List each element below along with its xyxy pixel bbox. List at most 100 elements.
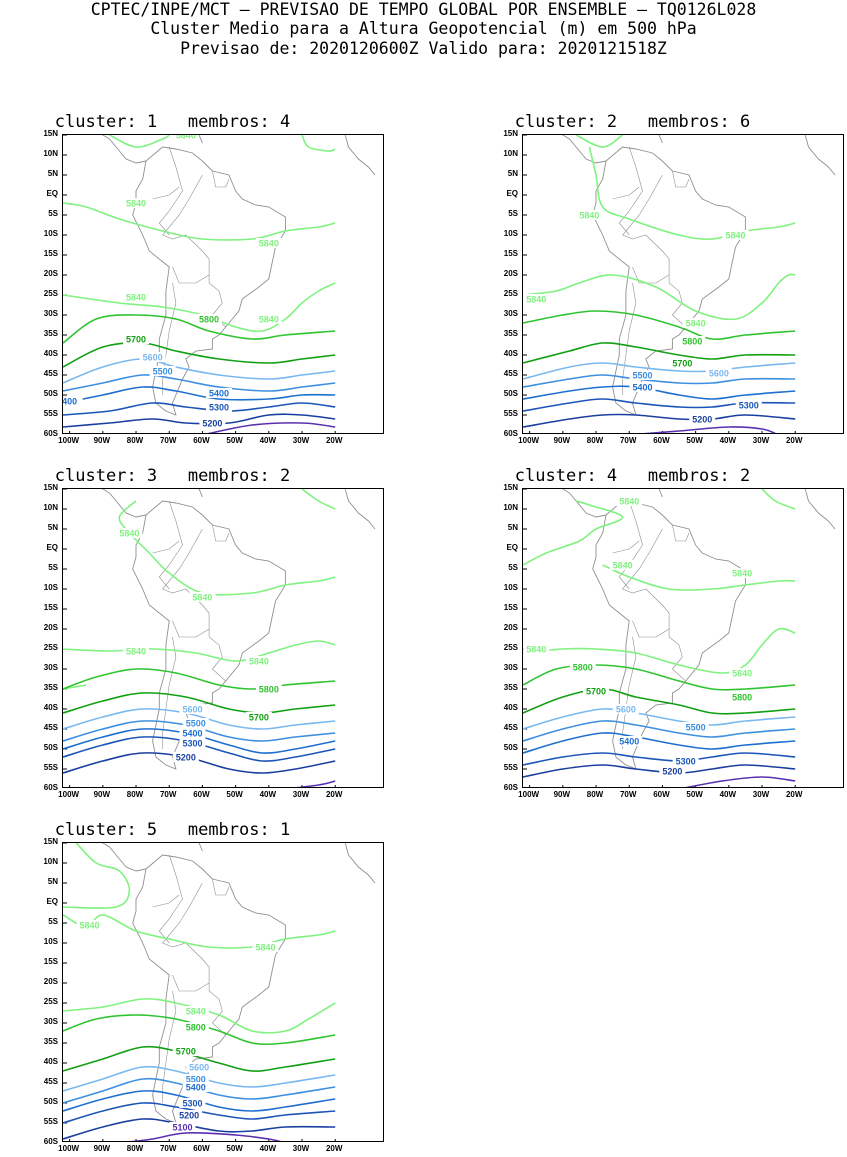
contour-label-bg bbox=[689, 414, 716, 424]
contour-label: 5800 bbox=[682, 337, 702, 347]
coastline bbox=[592, 146, 746, 416]
contour-5200 bbox=[523, 413, 796, 428]
contour-5200 bbox=[63, 752, 336, 774]
lon-tick-label: 90W bbox=[553, 790, 571, 799]
contour-5840 bbox=[761, 489, 796, 510]
country-border bbox=[152, 540, 180, 554]
contour-label-bg bbox=[672, 756, 699, 766]
contour-label: 5600 bbox=[616, 705, 636, 715]
lat-tick-label: 30S bbox=[43, 309, 58, 318]
lat-tick-label: 15S bbox=[503, 249, 518, 258]
contour-label-bg bbox=[123, 198, 150, 208]
contour-5800 bbox=[523, 664, 796, 691]
lat-tick-label: 5N bbox=[47, 877, 58, 886]
contour-label-bg bbox=[186, 1062, 213, 1072]
geopotential-map: 5840 5840 5840 5840 5800 5700 5600 5500 5400 5300… bbox=[62, 488, 384, 788]
lat-tick-label: 15N bbox=[43, 483, 58, 492]
lat-tick-label: 50S bbox=[503, 743, 518, 752]
contour-label-bg bbox=[679, 336, 706, 346]
lat-tick-label: 20S bbox=[43, 977, 58, 986]
contour-label: 5400 bbox=[209, 389, 229, 399]
contour-label-bg bbox=[76, 920, 103, 930]
cluster-panel-4: cluster: 4 membros: 2 15N 10N 5N EQ 5S 10S 15S 2… bbox=[460, 466, 844, 799]
contour-label-bg bbox=[583, 686, 610, 696]
coastline bbox=[198, 843, 203, 852]
lat-tick-label: 5N bbox=[507, 169, 518, 178]
contour-5300 bbox=[523, 752, 796, 766]
lon-tick-label: 100W bbox=[58, 790, 80, 799]
contour-5700 bbox=[523, 342, 796, 364]
lon-tick-label: 50W bbox=[686, 790, 703, 799]
contour-label: 5840 bbox=[255, 943, 275, 953]
lat-tick-label: EQ bbox=[46, 189, 58, 198]
contour-label-bg bbox=[172, 1046, 199, 1056]
contour-label-bg bbox=[169, 1122, 196, 1132]
contour-label: 5600 bbox=[182, 705, 202, 715]
contour-5400 bbox=[523, 732, 796, 754]
country-border bbox=[618, 500, 643, 590]
contour-label-bg bbox=[629, 370, 656, 380]
contour-label-bg bbox=[189, 592, 216, 602]
contour-label-bg bbox=[179, 704, 206, 714]
contour-label-bg bbox=[729, 692, 756, 702]
lat-tick-label: 40S bbox=[43, 1057, 58, 1066]
lat-tick-label: 10N bbox=[503, 503, 518, 512]
lat-tick-label: 50S bbox=[43, 743, 58, 752]
lat-tick-label: 40S bbox=[43, 349, 58, 358]
lon-tick-label: 40W bbox=[259, 436, 277, 445]
lon-tick-label: 20W bbox=[785, 790, 803, 799]
map-canvas: 5840 5840 5840 5840 5840 5800 5700 5600 5500 5400… bbox=[63, 135, 376, 433]
contour-5840 bbox=[523, 627, 796, 674]
lat-tick-label: 30S bbox=[503, 663, 518, 672]
contour-5700 bbox=[523, 688, 796, 715]
cluster-panel-5: cluster: 5 membros: 1 15N 10N 5N EQ 5S 10S 15S 2… bbox=[0, 820, 384, 1153]
lat-tick-label: 10N bbox=[43, 857, 58, 866]
contour-5840 bbox=[63, 202, 336, 241]
contour-5700 bbox=[63, 692, 336, 714]
contour-label: 5400 bbox=[186, 1083, 206, 1093]
lat-tick-label: 30S bbox=[43, 663, 58, 672]
contour-label-bg bbox=[149, 366, 176, 376]
lat-tick-label: EQ bbox=[46, 897, 58, 906]
country-border bbox=[162, 636, 177, 749]
lat-tick-label: 10N bbox=[503, 149, 518, 158]
lat-tick-label: 15S bbox=[43, 957, 58, 966]
lat-tick-label: 40S bbox=[503, 349, 518, 358]
contour-label: 5300 bbox=[182, 1099, 202, 1109]
country-border bbox=[622, 528, 686, 682]
contour-label: 5600 bbox=[709, 369, 729, 379]
lon-tick-label: 70W bbox=[619, 790, 637, 799]
lon-tick-label: 90W bbox=[93, 1144, 111, 1153]
contour-5600 bbox=[523, 362, 796, 380]
contour-label-bg bbox=[576, 210, 603, 220]
geopotential-map: 5840 5840 5840 5840 5840 5800 5700 5600 5500 5400… bbox=[62, 134, 384, 434]
country-border bbox=[618, 146, 643, 236]
contour-5840 bbox=[301, 489, 336, 510]
lat-tick-label: 10S bbox=[503, 229, 518, 238]
country-border bbox=[162, 990, 177, 1103]
country-border bbox=[672, 524, 690, 542]
contour-5500 bbox=[63, 374, 336, 392]
lat-tick-label: 25S bbox=[503, 289, 518, 298]
contour-label: 5840 bbox=[259, 239, 279, 249]
contour-label: 5100 bbox=[172, 1123, 192, 1133]
contour-label: 5840 bbox=[526, 645, 546, 655]
contour-label: 5840 bbox=[126, 293, 146, 303]
coastline bbox=[592, 500, 746, 770]
contour-label-bg bbox=[172, 135, 199, 140]
contour-5800 bbox=[63, 668, 336, 690]
lon-tick-label: 60W bbox=[193, 436, 210, 445]
coastline bbox=[101, 843, 147, 872]
lat-tick-label: 10S bbox=[503, 583, 518, 592]
contour-label-bg bbox=[729, 568, 756, 578]
lat-tick-label: 60S bbox=[43, 429, 58, 438]
contour-label-bg bbox=[682, 722, 709, 732]
country-border bbox=[152, 894, 180, 908]
panel-title: cluster: 3 membros: 2 bbox=[54, 466, 291, 486]
lon-tick-label: 80W bbox=[586, 436, 604, 445]
contour-5840 bbox=[523, 273, 796, 321]
lon-tick-label: 40W bbox=[259, 1144, 277, 1153]
country-border bbox=[612, 540, 640, 554]
coastline bbox=[132, 146, 286, 416]
contour-label: 5840 bbox=[126, 199, 146, 209]
